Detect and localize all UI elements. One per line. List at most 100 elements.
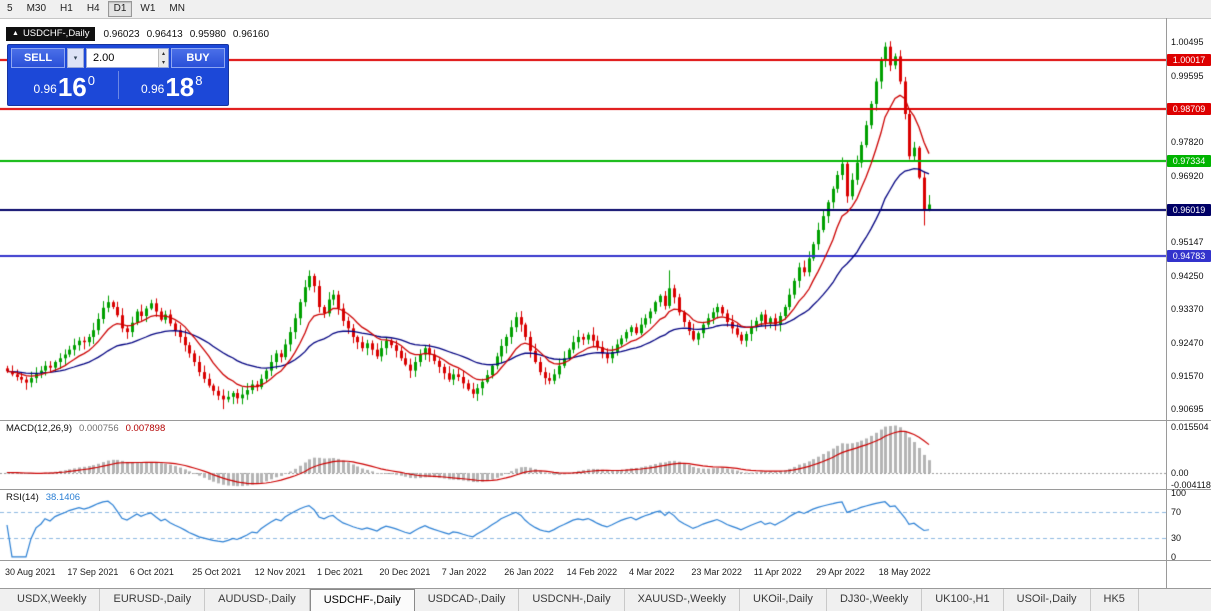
date-axis-label: 7 Jan 2022 (441, 567, 487, 577)
price-axis-tick: 0.99595 (1171, 71, 1204, 82)
date-axis-label: 6 Oct 2021 (129, 567, 174, 577)
volume-step-up-button[interactable]: ▴ (157, 49, 168, 58)
ohlc-low: 0.95980 (189, 28, 226, 40)
timeframe-button-h1[interactable]: H1 (60, 3, 73, 14)
price-axis-tick: 0.93370 (1171, 303, 1204, 314)
price-axis-tick: 0.96920 (1171, 171, 1204, 182)
one-click-trade-panel: SELL ▾ ▴ ▾ BUY 0.96 16 0 0.96 18 (7, 44, 229, 106)
price-axis-separator (1166, 18, 1167, 588)
rsi-axis-tick: 30 (1171, 532, 1182, 543)
volume-step-down-button[interactable]: ▾ (157, 58, 168, 67)
price-divider (117, 71, 119, 99)
sell-price-prefix: 0.96 (33, 82, 57, 96)
price-level-badge: 1.00017 (1167, 54, 1211, 67)
chart-tab-usdxweekly[interactable]: USDX,Weekly (4, 589, 101, 611)
caret-down-icon: ▾ (161, 59, 165, 66)
date-axis-label: 12 Nov 2021 (254, 567, 306, 577)
caret-up-icon: ▴ (161, 50, 165, 57)
buy-button[interactable]: BUY (171, 48, 225, 68)
ohlc-readout: 0.96023 0.96413 0.95980 0.96160 (103, 29, 269, 40)
sell-price-big-digits: 16 (57, 72, 87, 102)
rsi-indicator-canvas[interactable] (0, 490, 1166, 560)
volume-stepper: ▴ ▾ (157, 49, 168, 67)
price-axis-tick: 0.95147 (1171, 237, 1204, 248)
chart-tab-usoildaily[interactable]: USOil-,Daily (1004, 589, 1091, 611)
chart-tab-dj30weekly[interactable]: DJ30-,Weekly (827, 589, 923, 611)
date-axis-label: 4 Mar 2022 (629, 567, 675, 577)
date-axis-label: 29 Apr 2022 (816, 567, 865, 577)
price-level-badge: 0.97334 (1167, 154, 1211, 167)
chart-tab-uk100h1[interactable]: UK100-,H1 (922, 589, 1004, 611)
sell-button[interactable]: SELL (11, 48, 65, 68)
chart-tab-usdcnhdaily[interactable]: USDCNH-,Daily (519, 589, 625, 611)
chart-tab-bar: USDX,Weekly EURUSD-,Daily AUDUSD-,Daily USD… (0, 589, 1211, 611)
macd-title: MACD(12,26,9) (6, 423, 72, 434)
macd-signal-value: 0.007898 (125, 423, 166, 434)
price-axis-tick: 1.00495 (1171, 37, 1204, 48)
volume-box: ▴ ▾ (86, 48, 169, 68)
pane-separator[interactable] (0, 489, 1211, 490)
collapse-triangle-icon[interactable]: ▲ (12, 29, 19, 37)
price-axis-tick: 0.90695 (1171, 403, 1204, 414)
chart-tab-eurusddaily[interactable]: EURUSD-,Daily (100, 589, 206, 611)
timeframe-button-d1[interactable]: D1 (107, 1, 133, 17)
ohlc-close: 0.96160 (232, 28, 270, 40)
rsi-title: RSI(14) (6, 492, 39, 503)
chart-tab-ukoildaily[interactable]: UKOil-,Daily (740, 589, 827, 611)
price-axis-tick: 0.92470 (1171, 337, 1204, 348)
timeframe-button-mn[interactable]: MN (169, 3, 185, 14)
chart-header: ▲ USDCHF-,Daily 0.96023 0.96413 0.95980 … (6, 27, 269, 41)
chart-tab-xauusdweekly[interactable]: XAUUSD-,Weekly (625, 589, 741, 611)
buy-price-pip-digit: 8 (195, 73, 203, 88)
rsi-axis-tick: 100 (1171, 488, 1187, 499)
timeframe-toolbar: 5 M30 H1 H4 D1 W1 MN (0, 0, 1211, 19)
macd-axis-tick: 0.00 (1171, 467, 1189, 478)
buy-price-display[interactable]: 0.96 18 8 (119, 68, 226, 102)
date-axis-label: 1 Dec 2021 (317, 567, 364, 577)
date-axis-label: 20 Dec 2021 (379, 567, 431, 577)
price-axis-tick: 0.97820 (1171, 137, 1204, 148)
ohlc-high: 0.96413 (146, 28, 183, 40)
pane-separator[interactable] (0, 420, 1211, 421)
rsi-axis-tick: 0 (1171, 551, 1177, 562)
date-axis-label: 25 Oct 2021 (192, 567, 242, 577)
pane-separator (0, 588, 1211, 589)
chart-tab-usdchfdaily[interactable]: USDCHF-,Daily (309, 589, 415, 611)
macd-indicator-canvas[interactable] (0, 421, 1166, 489)
timeframe-button-w1[interactable]: W1 (140, 3, 156, 14)
order-options-dropdown[interactable]: ▾ (67, 48, 84, 68)
macd-axis-tick: 0.015504 (1171, 421, 1209, 432)
rsi-axis-tick: 70 (1171, 507, 1182, 518)
date-axis-label: 18 May 2022 (878, 567, 931, 577)
date-axis-label: 11 Apr 2022 (753, 567, 802, 577)
pane-separator[interactable] (0, 560, 1211, 561)
price-level-badge: 0.94783 (1167, 250, 1211, 263)
buy-price-prefix: 0.96 (140, 82, 165, 96)
symbol-timeframe-label: USDCHF-,Daily (22, 28, 90, 39)
timeframe-button-h4[interactable]: H4 (86, 3, 100, 14)
price-level-badge: 0.96019 (1167, 203, 1211, 216)
date-axis-label: 17 Sep 2021 (67, 567, 119, 577)
symbol-label-box[interactable]: ▲ USDCHF-,Daily (6, 27, 96, 41)
date-axis-label: 23 Mar 2022 (691, 567, 742, 577)
macd-indicator-label: MACD(12,26,9) 0.000756 0.007898 (6, 423, 165, 434)
rsi-indicator-label: RSI(14) 38.1406 (6, 492, 80, 503)
price-level-badge: 0.98709 (1167, 103, 1211, 116)
sell-price-display[interactable]: 0.96 16 0 (11, 68, 118, 102)
date-axis-label: 14 Feb 2022 (566, 567, 618, 577)
macd-axis-tick: -0.004118 (1171, 479, 1211, 490)
macd-main-value: 0.000756 (79, 423, 119, 434)
chart-tab-hk5[interactable]: HK5 (1091, 589, 1139, 611)
chart-tab-audusddaily[interactable]: AUDUSD-,Daily (205, 589, 310, 611)
ohlc-open: 0.96023 (103, 28, 140, 40)
rsi-value: 38.1406 (45, 492, 81, 503)
caret-down-icon: ▾ (73, 55, 78, 62)
price-axis-tick: 0.94250 (1171, 270, 1204, 281)
volume-input[interactable] (87, 49, 158, 67)
chart-tab-usdcaddaily[interactable]: USDCAD-,Daily (415, 589, 520, 611)
price-axis-tick: 0.91570 (1171, 371, 1204, 382)
timeframe-button-5[interactable]: 5 (7, 3, 13, 14)
sell-price-pip-digit: 0 (87, 73, 95, 88)
timeframe-button-m30[interactable]: M30 (26, 3, 47, 14)
